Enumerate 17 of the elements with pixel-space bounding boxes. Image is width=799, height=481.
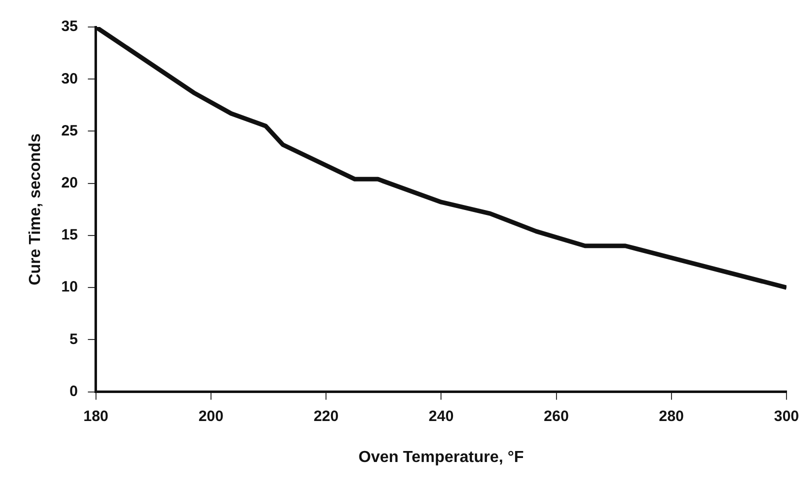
y-tick-label: 35 — [61, 18, 78, 36]
x-tick-label: 200 — [198, 408, 224, 425]
y-tick-label: 10 — [61, 278, 78, 296]
x-tick-label: 220 — [314, 408, 339, 425]
x-tick-label: 180 — [83, 408, 108, 425]
y-tick-label: 30 — [61, 70, 78, 88]
x-tick-label: 300 — [774, 408, 799, 425]
y-tick-label: 20 — [61, 174, 78, 192]
y-tick-label: 5 — [70, 330, 78, 348]
x-tick-label: 240 — [428, 408, 454, 425]
x-tick-label: 280 — [658, 408, 684, 425]
y-tick-label: 0 — [70, 382, 78, 400]
y-tick-label: 15 — [61, 226, 78, 244]
x-tick-label: 260 — [544, 408, 569, 425]
y-tick-label: 25 — [61, 122, 78, 140]
x-axis-title: Oven Temperature, °F — [358, 448, 524, 466]
y-axis-title: Cure Time, seconds — [27, 133, 44, 286]
